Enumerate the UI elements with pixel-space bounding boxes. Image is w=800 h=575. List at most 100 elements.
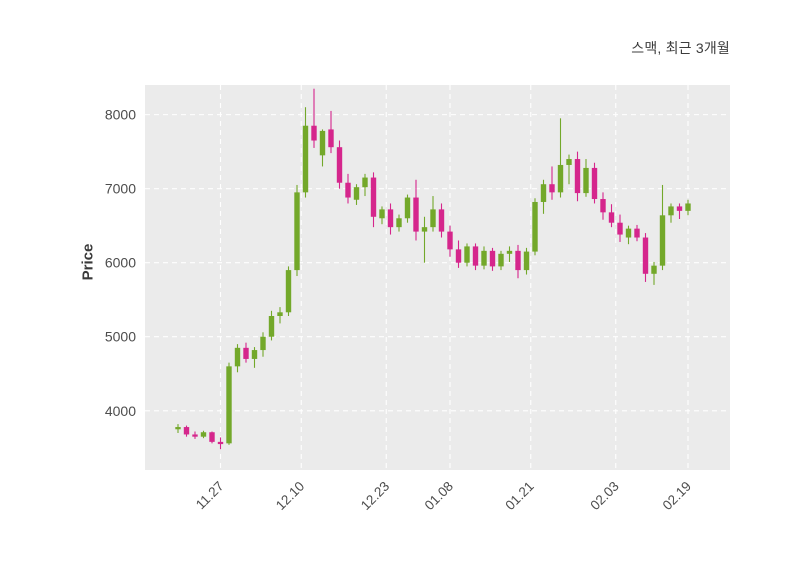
candle — [175, 424, 181, 433]
candle-body — [345, 182, 351, 198]
candle-body — [311, 125, 317, 141]
candle — [557, 118, 564, 198]
candle-body — [226, 366, 232, 444]
candle — [294, 184, 300, 277]
candle — [345, 173, 351, 204]
candle — [192, 431, 198, 439]
candle — [387, 203, 394, 235]
candle — [583, 159, 589, 197]
candle-body — [268, 316, 275, 337]
candle — [464, 243, 470, 267]
candle — [634, 224, 640, 242]
candle — [268, 310, 275, 341]
candle — [183, 425, 190, 437]
candle-body — [642, 237, 649, 274]
candle — [600, 192, 606, 220]
candle-body — [472, 246, 479, 266]
y-tick-label: 4000 — [105, 403, 136, 419]
candle-body — [404, 197, 411, 219]
x-tick-label: 12.23 — [358, 479, 393, 514]
candle — [404, 194, 411, 223]
candle-body — [243, 347, 249, 359]
candle — [447, 225, 453, 257]
candle-body — [515, 250, 521, 271]
y-tick-label: 6000 — [105, 255, 136, 271]
candle-body — [651, 265, 657, 274]
candle — [336, 140, 343, 189]
candle — [481, 246, 487, 270]
chart-title: 스맥, 최근 3개월 — [631, 40, 730, 56]
candle — [209, 431, 215, 444]
candle-body — [549, 184, 555, 193]
x-tick-label: 02.19 — [660, 479, 695, 514]
candle — [260, 332, 266, 357]
candle-body — [591, 167, 598, 200]
candle-body — [540, 184, 547, 202]
candle — [328, 110, 334, 154]
candle-body — [566, 159, 572, 165]
candle-body — [608, 212, 615, 223]
y-axis-label: Price — [79, 243, 97, 281]
candle-body — [277, 312, 283, 316]
candle — [217, 437, 224, 450]
x-tick-label: 12.10 — [273, 479, 308, 514]
candle — [651, 261, 657, 285]
plot-area — [145, 85, 730, 470]
candle — [668, 203, 674, 223]
candle-body — [532, 201, 538, 252]
candle — [234, 344, 241, 373]
candle — [379, 206, 385, 225]
candle — [642, 233, 649, 282]
candle — [523, 247, 530, 275]
candle-body — [557, 164, 564, 193]
candle-body — [583, 167, 589, 194]
candle — [430, 196, 436, 232]
candle-body — [387, 209, 394, 228]
gridlines — [145, 85, 730, 470]
candle — [515, 244, 521, 279]
candle-body — [328, 129, 334, 148]
candle — [353, 184, 360, 205]
candle-body — [625, 228, 632, 238]
candle-body — [523, 251, 530, 271]
candle-body — [430, 209, 436, 228]
candle — [413, 179, 419, 241]
candle — [566, 154, 572, 185]
candle — [591, 162, 598, 204]
candle — [370, 172, 377, 228]
candle — [625, 225, 632, 245]
candle-body — [319, 130, 326, 156]
candle-body — [379, 209, 385, 219]
candle — [243, 342, 249, 363]
candle-body — [336, 147, 343, 183]
candle — [489, 247, 496, 271]
candle-body — [659, 215, 666, 266]
y-tick-label: 7000 — [105, 181, 136, 197]
candle-body — [676, 206, 683, 211]
candle-body — [370, 177, 377, 217]
candle — [506, 246, 513, 262]
candle-body — [574, 159, 581, 194]
candle-body — [396, 218, 402, 228]
candle — [498, 250, 504, 271]
candle-body — [285, 270, 292, 313]
candle-body — [634, 228, 640, 238]
candle — [608, 204, 615, 228]
candle — [200, 430, 207, 439]
candle — [472, 243, 479, 271]
x-tick-label: 02.03 — [587, 479, 622, 514]
candle-body — [251, 350, 258, 359]
candle-body — [260, 336, 266, 351]
candle — [421, 216, 428, 263]
x-tick-label: 01.08 — [422, 479, 457, 514]
candle-body — [217, 441, 224, 445]
candle-body — [600, 199, 606, 213]
candle-body — [200, 432, 207, 437]
candle — [277, 307, 283, 324]
candle — [676, 203, 683, 220]
candle-body — [302, 125, 309, 193]
candle — [617, 214, 623, 242]
candle — [549, 166, 555, 200]
candle — [319, 129, 326, 167]
